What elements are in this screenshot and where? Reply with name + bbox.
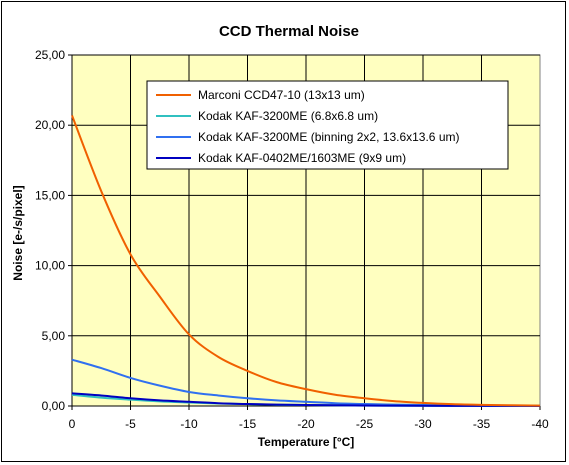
series-lines xyxy=(71,115,541,407)
x-tick-label: -30 xyxy=(414,417,432,431)
x-tick-label: 0 xyxy=(69,417,76,431)
y-tick-label: 0,00 xyxy=(42,399,66,413)
legend: Marconi CCD47-10 (13x13 um) Kodak KAF-320… xyxy=(146,80,509,170)
x-axis-label: Temperature [°C] xyxy=(258,435,355,449)
x-tick-label: -35 xyxy=(473,417,491,431)
x-tick-label: -5 xyxy=(125,417,136,431)
x-tick-label: -40 xyxy=(531,417,549,431)
x-tick-label: -15 xyxy=(239,417,257,431)
legend-box xyxy=(146,80,509,170)
legend-items: Marconi CCD47-10 (13x13 um) Kodak KAF-320… xyxy=(156,88,459,165)
y-axis-label: Noise [e-/s/pixel] xyxy=(11,185,25,280)
y-tick-label: 5,00 xyxy=(42,329,66,343)
y-axis-ticks: 0,00 5,00 10,00 15,00 20,00 25,00 xyxy=(35,48,72,413)
x-tick-label: -10 xyxy=(180,417,198,431)
legend-label: Kodak KAF-0402ME/1603ME (9x9 um) xyxy=(198,151,406,165)
legend-label: Kodak KAF-3200ME (6.8x6.8 um) xyxy=(198,109,378,123)
y-tick-label: 25,00 xyxy=(35,48,65,62)
x-tick-label: -20 xyxy=(297,417,315,431)
y-tick-label: 10,00 xyxy=(35,259,65,273)
series-line-0 xyxy=(71,115,541,407)
x-axis-ticks: 0 -5 -10 -15 -20 -25 -30 -35 -40 xyxy=(69,406,549,431)
y-tick-label: 20,00 xyxy=(35,118,65,132)
legend-label: Marconi CCD47-10 (13x13 um) xyxy=(198,88,365,102)
legend-label: Kodak KAF-3200ME (binning 2x2, 13.6x13.6… xyxy=(198,130,459,144)
x-tick-label: -25 xyxy=(356,417,374,431)
y-tick-label: 15,00 xyxy=(35,188,65,202)
series-line-3 xyxy=(71,392,541,407)
chart-title: CCD Thermal Noise xyxy=(219,23,359,40)
